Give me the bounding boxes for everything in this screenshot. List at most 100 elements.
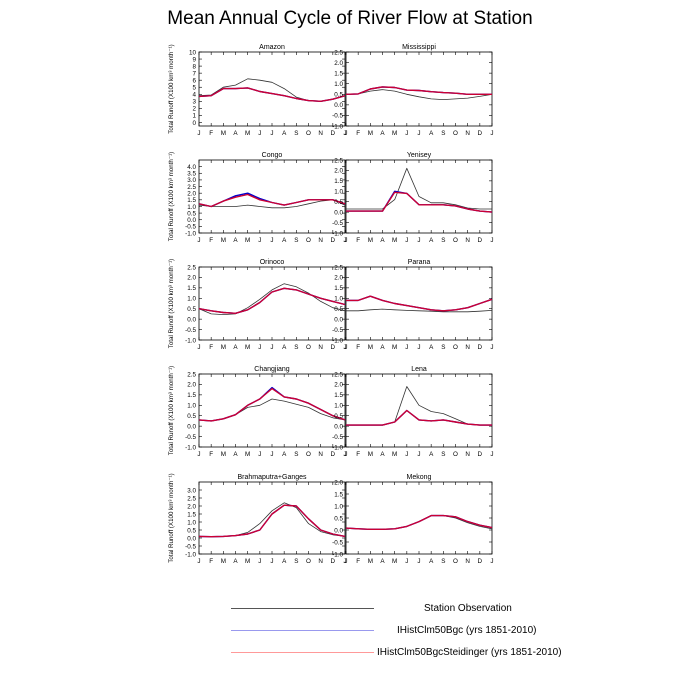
ytick-label-yenisey: 0.5 <box>334 199 343 206</box>
xtick-label-mississippi: N <box>465 130 470 137</box>
xtick-label-lena: S <box>441 451 445 458</box>
ytick-label-orinoco: 1.5 <box>187 285 196 292</box>
xtick-label-lena: A <box>380 451 385 458</box>
series-line-parana-2 <box>346 295 493 312</box>
ytick-label-congo: 1.5 <box>187 197 196 204</box>
ytick-label-lena: 0.0 <box>334 423 343 430</box>
xtick-label-yenisey: M <box>392 237 397 244</box>
series-line-amazon-1 <box>198 87 346 103</box>
xtick-label-parana: N <box>465 344 470 351</box>
ytick-label-mekong: -1.0 <box>332 551 343 558</box>
ytick-label-orinoco: 1.0 <box>187 296 196 303</box>
xtick-label-orinoco: A <box>233 344 238 351</box>
ytick-label-yenisey: 1.0 <box>334 189 343 196</box>
xtick-label-congo: D <box>331 237 336 244</box>
series-line-mississippi-1 <box>345 86 492 96</box>
series-line-brahmaputra-ganges-0 <box>198 502 346 538</box>
xtick-label-parana: M <box>392 344 397 351</box>
panel-title-mekong: Mekong <box>407 474 432 481</box>
ytick-label-congo: 2.0 <box>187 190 196 197</box>
xtick-label-orinoco: D <box>331 344 336 351</box>
plot-frame-congo <box>198 159 346 234</box>
xtick-label-brahmaputra-ganges: A <box>282 558 287 565</box>
y-axis-label-orinoco: Total Runoff (X100 km³ month⁻¹) <box>168 259 175 348</box>
ytick-label-amazon: 6 <box>192 77 196 84</box>
panel-title-lena: Lena <box>411 366 427 373</box>
ytick-label-parana: -0.5 <box>332 327 343 334</box>
xtick-label-mississippi: M <box>368 130 373 137</box>
ytick-label-amazon: 4 <box>192 92 196 99</box>
xtick-label-yenisey: A <box>380 237 385 244</box>
xtick-label-amazon: J <box>343 130 346 137</box>
xtick-label-yenisey: F <box>356 237 360 244</box>
xtick-label-amazon: M <box>221 130 226 137</box>
panel-title-orinoco: Orinoco <box>260 259 285 266</box>
series-line-congo-1 <box>198 193 346 208</box>
xtick-label-amazon: M <box>245 130 250 137</box>
ytick-label-lena: 2.5 <box>334 371 343 378</box>
ytick-label-parana: 2.5 <box>334 264 343 271</box>
xtick-label-mississippi: F <box>356 130 360 137</box>
xtick-label-changjiang: A <box>233 451 238 458</box>
xtick-label-lena: J <box>405 451 408 458</box>
ytick-label-mississippi: -1.0 <box>332 123 343 130</box>
ytick-label-changjiang: -0.5 <box>185 434 196 441</box>
xtick-label-congo: J <box>258 237 261 244</box>
xtick-label-lena: N <box>465 451 470 458</box>
ytick-label-yenisey: 2.0 <box>334 168 343 175</box>
xtick-label-lena: J <box>490 451 493 458</box>
xtick-label-mississippi: J <box>344 130 347 137</box>
plot-frame-brahmaputra-ganges <box>198 481 346 555</box>
ytick-label-brahmaputra-ganges: 1.5 <box>187 511 196 518</box>
series-line-mekong-1 <box>345 514 493 530</box>
xtick-label-parana: F <box>356 344 360 351</box>
panel-title-mississippi: Mississippi <box>402 44 436 51</box>
xtick-label-amazon: J <box>270 130 273 137</box>
ytick-label-changjiang: 1.0 <box>187 403 196 410</box>
ytick-label-amazon: 10 <box>189 49 197 56</box>
ytick-label-yenisey: -1.0 <box>332 230 343 237</box>
ytick-label-congo: 2.5 <box>187 184 196 191</box>
figure-title: Mean Annual Cycle of River Flow at Stati… <box>167 8 533 29</box>
ytick-label-parana: 1.5 <box>334 285 343 292</box>
series-line-congo-0 <box>198 199 346 209</box>
xtick-label-brahmaputra-ganges: J <box>197 558 200 565</box>
xtick-label-parana: J <box>405 344 408 351</box>
xtick-label-mississippi: O <box>453 130 458 137</box>
ytick-label-mississippi: -0.5 <box>332 113 343 120</box>
xtick-label-changjiang: N <box>318 451 323 458</box>
xtick-label-parana: J <box>417 344 420 351</box>
ytick-label-parana: 0.5 <box>334 306 343 313</box>
ytick-label-amazon: 9 <box>192 56 196 63</box>
xtick-label-mississippi: A <box>380 130 385 137</box>
ytick-label-brahmaputra-ganges: -1.0 <box>185 551 196 558</box>
xtick-label-parana: S <box>441 344 445 351</box>
xtick-label-mekong: J <box>490 558 493 565</box>
ytick-label-congo: 0.5 <box>187 210 196 217</box>
xtick-label-mekong: N <box>465 558 470 565</box>
ytick-label-mississippi: 0.0 <box>334 102 343 109</box>
xtick-label-changjiang: J <box>343 451 346 458</box>
xtick-label-changjiang: S <box>294 451 298 458</box>
ytick-label-amazon: 7 <box>192 70 196 77</box>
xtick-label-yenisey: J <box>490 237 493 244</box>
xtick-label-amazon: F <box>209 130 213 137</box>
xtick-label-changjiang: J <box>270 451 273 458</box>
xtick-label-yenisey: M <box>368 237 373 244</box>
ytick-label-mekong: 0.5 <box>334 515 343 522</box>
xtick-label-amazon: J <box>197 130 200 137</box>
series-line-mississippi-0 <box>345 89 493 100</box>
xtick-label-changjiang: A <box>282 451 287 458</box>
ytick-label-parana: -1.0 <box>332 337 343 344</box>
ytick-label-congo: -0.5 <box>185 224 196 231</box>
ytick-label-congo: 3.0 <box>187 177 196 184</box>
xtick-label-parana: J <box>490 344 493 351</box>
ytick-label-brahmaputra-ganges: -0.5 <box>185 543 196 550</box>
ytick-label-changjiang: 1.5 <box>187 392 196 399</box>
xtick-label-mekong: A <box>429 558 434 565</box>
xtick-label-congo: J <box>197 237 200 244</box>
xtick-label-parana: D <box>478 344 483 351</box>
xtick-label-mekong: D <box>478 558 483 565</box>
xtick-label-brahmaputra-ganges: J <box>343 558 346 565</box>
